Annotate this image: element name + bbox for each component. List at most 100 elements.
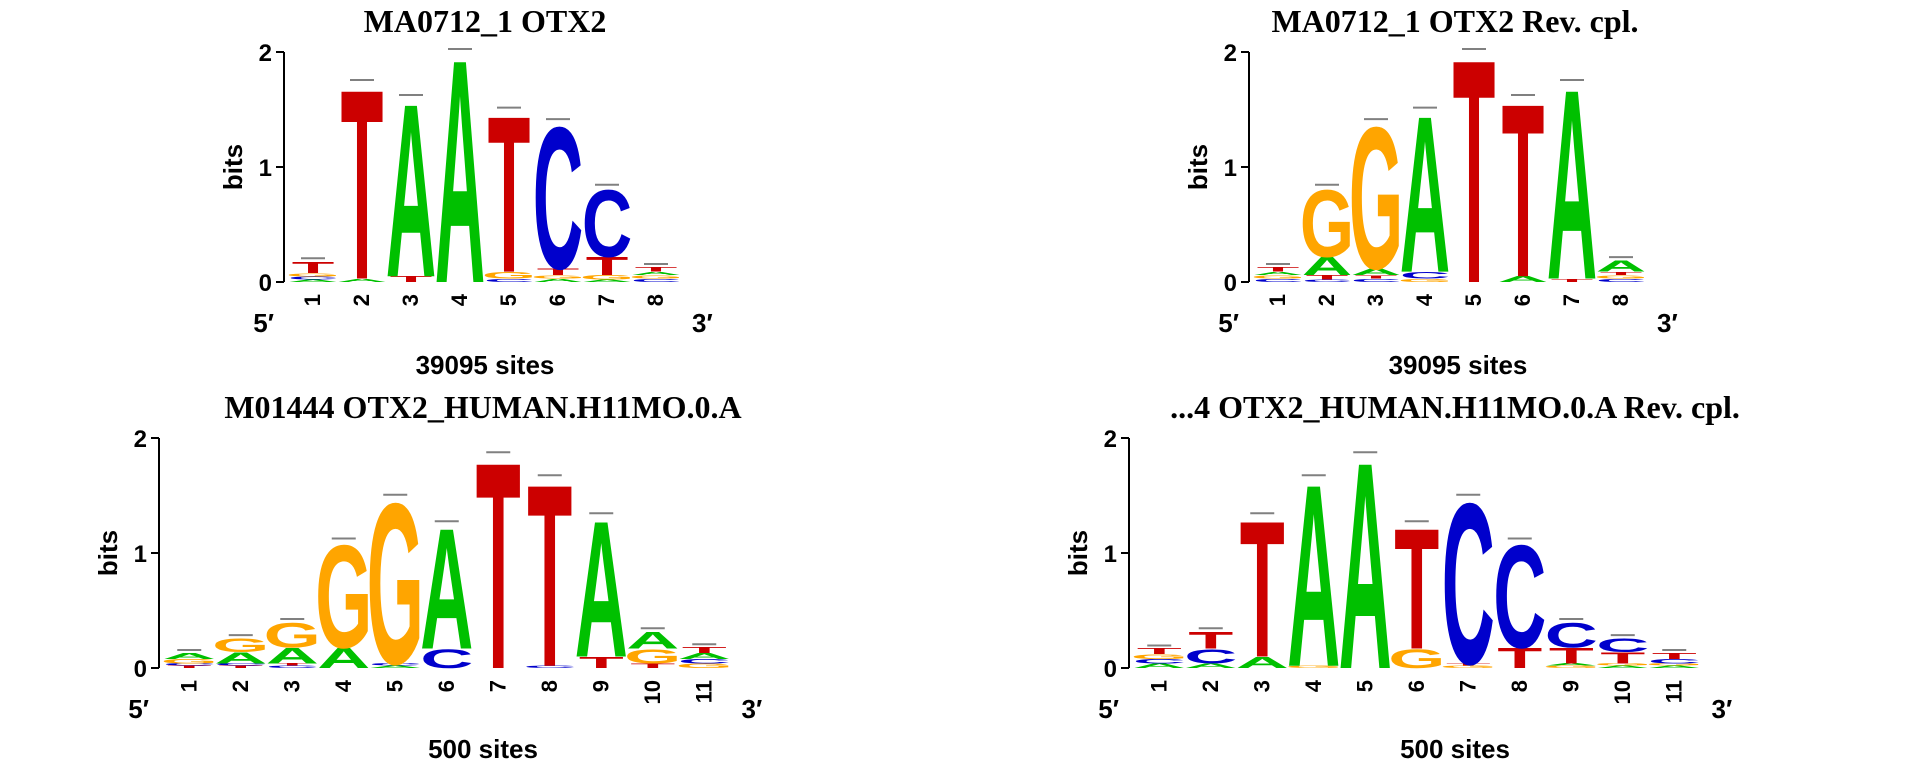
- logo-letter-g: G: [1543, 665, 1600, 669]
- five-prime-label: 5′: [253, 308, 274, 338]
- logo-letter-c: C: [369, 663, 422, 667]
- logo-column-8: CT: [523, 430, 576, 721]
- logo-letter-c: C: [1302, 279, 1352, 283]
- logo-letter-t: T: [1549, 643, 1594, 668]
- logo-letter-t: T: [537, 266, 580, 277]
- y-axis-label: bits: [1183, 144, 1213, 190]
- position-label: 9: [1558, 680, 1583, 692]
- logo-letter-g: G: [1251, 274, 1305, 279]
- position-label: 3: [1249, 680, 1274, 692]
- logo-letter-c: C: [1493, 514, 1546, 678]
- logo-letter-a: A: [1498, 275, 1548, 284]
- logo-letter-t: T: [1652, 652, 1697, 661]
- three-prime-label: 3′: [1712, 694, 1733, 724]
- logo-column-4: A: [435, 0, 485, 350]
- logo-column-10: TGA: [624, 627, 681, 669]
- logo-letter-t: T: [586, 252, 629, 281]
- logo-title-4: ...4 OTX2_HUMAN.H11MO.0.A Rev. cpl.: [1170, 389, 1740, 425]
- logo-letter-t: T: [579, 654, 624, 672]
- logo-letter-t: T: [390, 275, 433, 284]
- five-prime-label: 5′: [1098, 694, 1119, 724]
- position-label: 7: [485, 680, 510, 692]
- logo-column-7: GTC: [1440, 456, 1497, 713]
- logo-letter-c: C: [582, 170, 632, 278]
- logo-letter-t: T: [1446, 663, 1491, 667]
- logo-column-9: TA: [575, 482, 628, 699]
- logo-letter-c: C: [1442, 456, 1495, 713]
- logo-letter-c: C: [484, 278, 534, 283]
- logo-letter-a: A: [266, 643, 319, 668]
- logo-letter-a: A: [214, 649, 267, 667]
- logo-letter-g: G: [315, 514, 372, 678]
- logo-letter-c: C: [631, 278, 681, 283]
- five-prime-label: 5′: [128, 694, 149, 724]
- logo-letter-t: T: [527, 430, 572, 721]
- logo-letter-t: T: [1497, 642, 1542, 674]
- three-prime-label: 3′: [1657, 308, 1678, 338]
- position-label: 3: [1363, 294, 1388, 306]
- logo-letter-a: A: [369, 665, 422, 669]
- sites-count-3: 500 sites: [428, 734, 538, 764]
- logo-letter-t: T: [1137, 647, 1182, 656]
- logo-letter-c: C: [266, 665, 319, 669]
- logo-letter-g: G: [624, 645, 681, 668]
- logo-letter-t: T: [292, 258, 335, 276]
- logo-letter-t: T: [682, 646, 727, 655]
- position-label: 10: [1610, 680, 1635, 704]
- logo-letter-g: G: [1388, 643, 1445, 673]
- logo-letter-a: A: [631, 271, 681, 276]
- position-label: 4: [331, 679, 356, 692]
- position-label: 1: [176, 680, 201, 692]
- logo-letter-c: C: [1596, 635, 1649, 656]
- logo-letter-c: C: [214, 663, 267, 667]
- logo-letter-t: T: [218, 665, 263, 669]
- logo-letter-a: A: [435, 0, 485, 350]
- logo-letter-c: C: [1545, 616, 1598, 655]
- logo-column-2: ACT: [1184, 627, 1237, 669]
- position-label: 11: [1661, 680, 1686, 703]
- y-axis-label: bits: [93, 530, 123, 576]
- logo-letter-t: T: [1355, 274, 1398, 279]
- logo-letter-a: A: [1302, 252, 1352, 281]
- logo-letter-t: T: [488, 70, 531, 320]
- logo-letter-a: A: [626, 627, 679, 654]
- logo-column-7: T: [476, 400, 521, 731]
- logo-letter-a: A: [1253, 271, 1303, 276]
- logo-letter-a: A: [317, 642, 370, 674]
- logo-letter-a: A: [1648, 665, 1701, 669]
- logo-letter-a: A: [420, 494, 473, 687]
- logo-letter-g: G: [212, 635, 269, 656]
- logo-column-7: TA: [1547, 35, 1597, 338]
- position-label: 2: [228, 680, 253, 692]
- logo-letter-c: C: [678, 658, 731, 665]
- logo-letter-a: A: [163, 652, 216, 661]
- position-label: 4: [1412, 293, 1437, 306]
- logo-letter-t: T: [630, 662, 675, 669]
- sites-count-1: 39095 sites: [416, 350, 555, 380]
- y-tick-label: 0: [259, 270, 272, 297]
- logo-letter-a: A: [1287, 430, 1340, 721]
- logo-column-5: CGT: [482, 70, 536, 320]
- logo-letter-a: A: [288, 279, 338, 283]
- y-tick-label: 2: [1104, 426, 1117, 453]
- logo-letter-t: T: [1551, 278, 1594, 283]
- position-label: 4: [1301, 679, 1326, 692]
- logo-letter-g: G: [1594, 663, 1651, 667]
- logo-letter-a: A: [1545, 663, 1598, 667]
- logo-letter-g: G: [676, 662, 733, 669]
- logo-letter-t: T: [1257, 266, 1300, 273]
- logo-letter-c: C: [1351, 278, 1401, 283]
- logo-letter-c: C: [1400, 270, 1450, 281]
- logo-letter-t: T: [635, 266, 678, 273]
- logo-letter-c: C: [1596, 278, 1646, 283]
- logo-letter-g: G: [1646, 663, 1703, 667]
- logo-letter-a: A: [1547, 35, 1597, 338]
- position-label: 10: [640, 680, 665, 704]
- logo-letter-a: A: [582, 279, 632, 283]
